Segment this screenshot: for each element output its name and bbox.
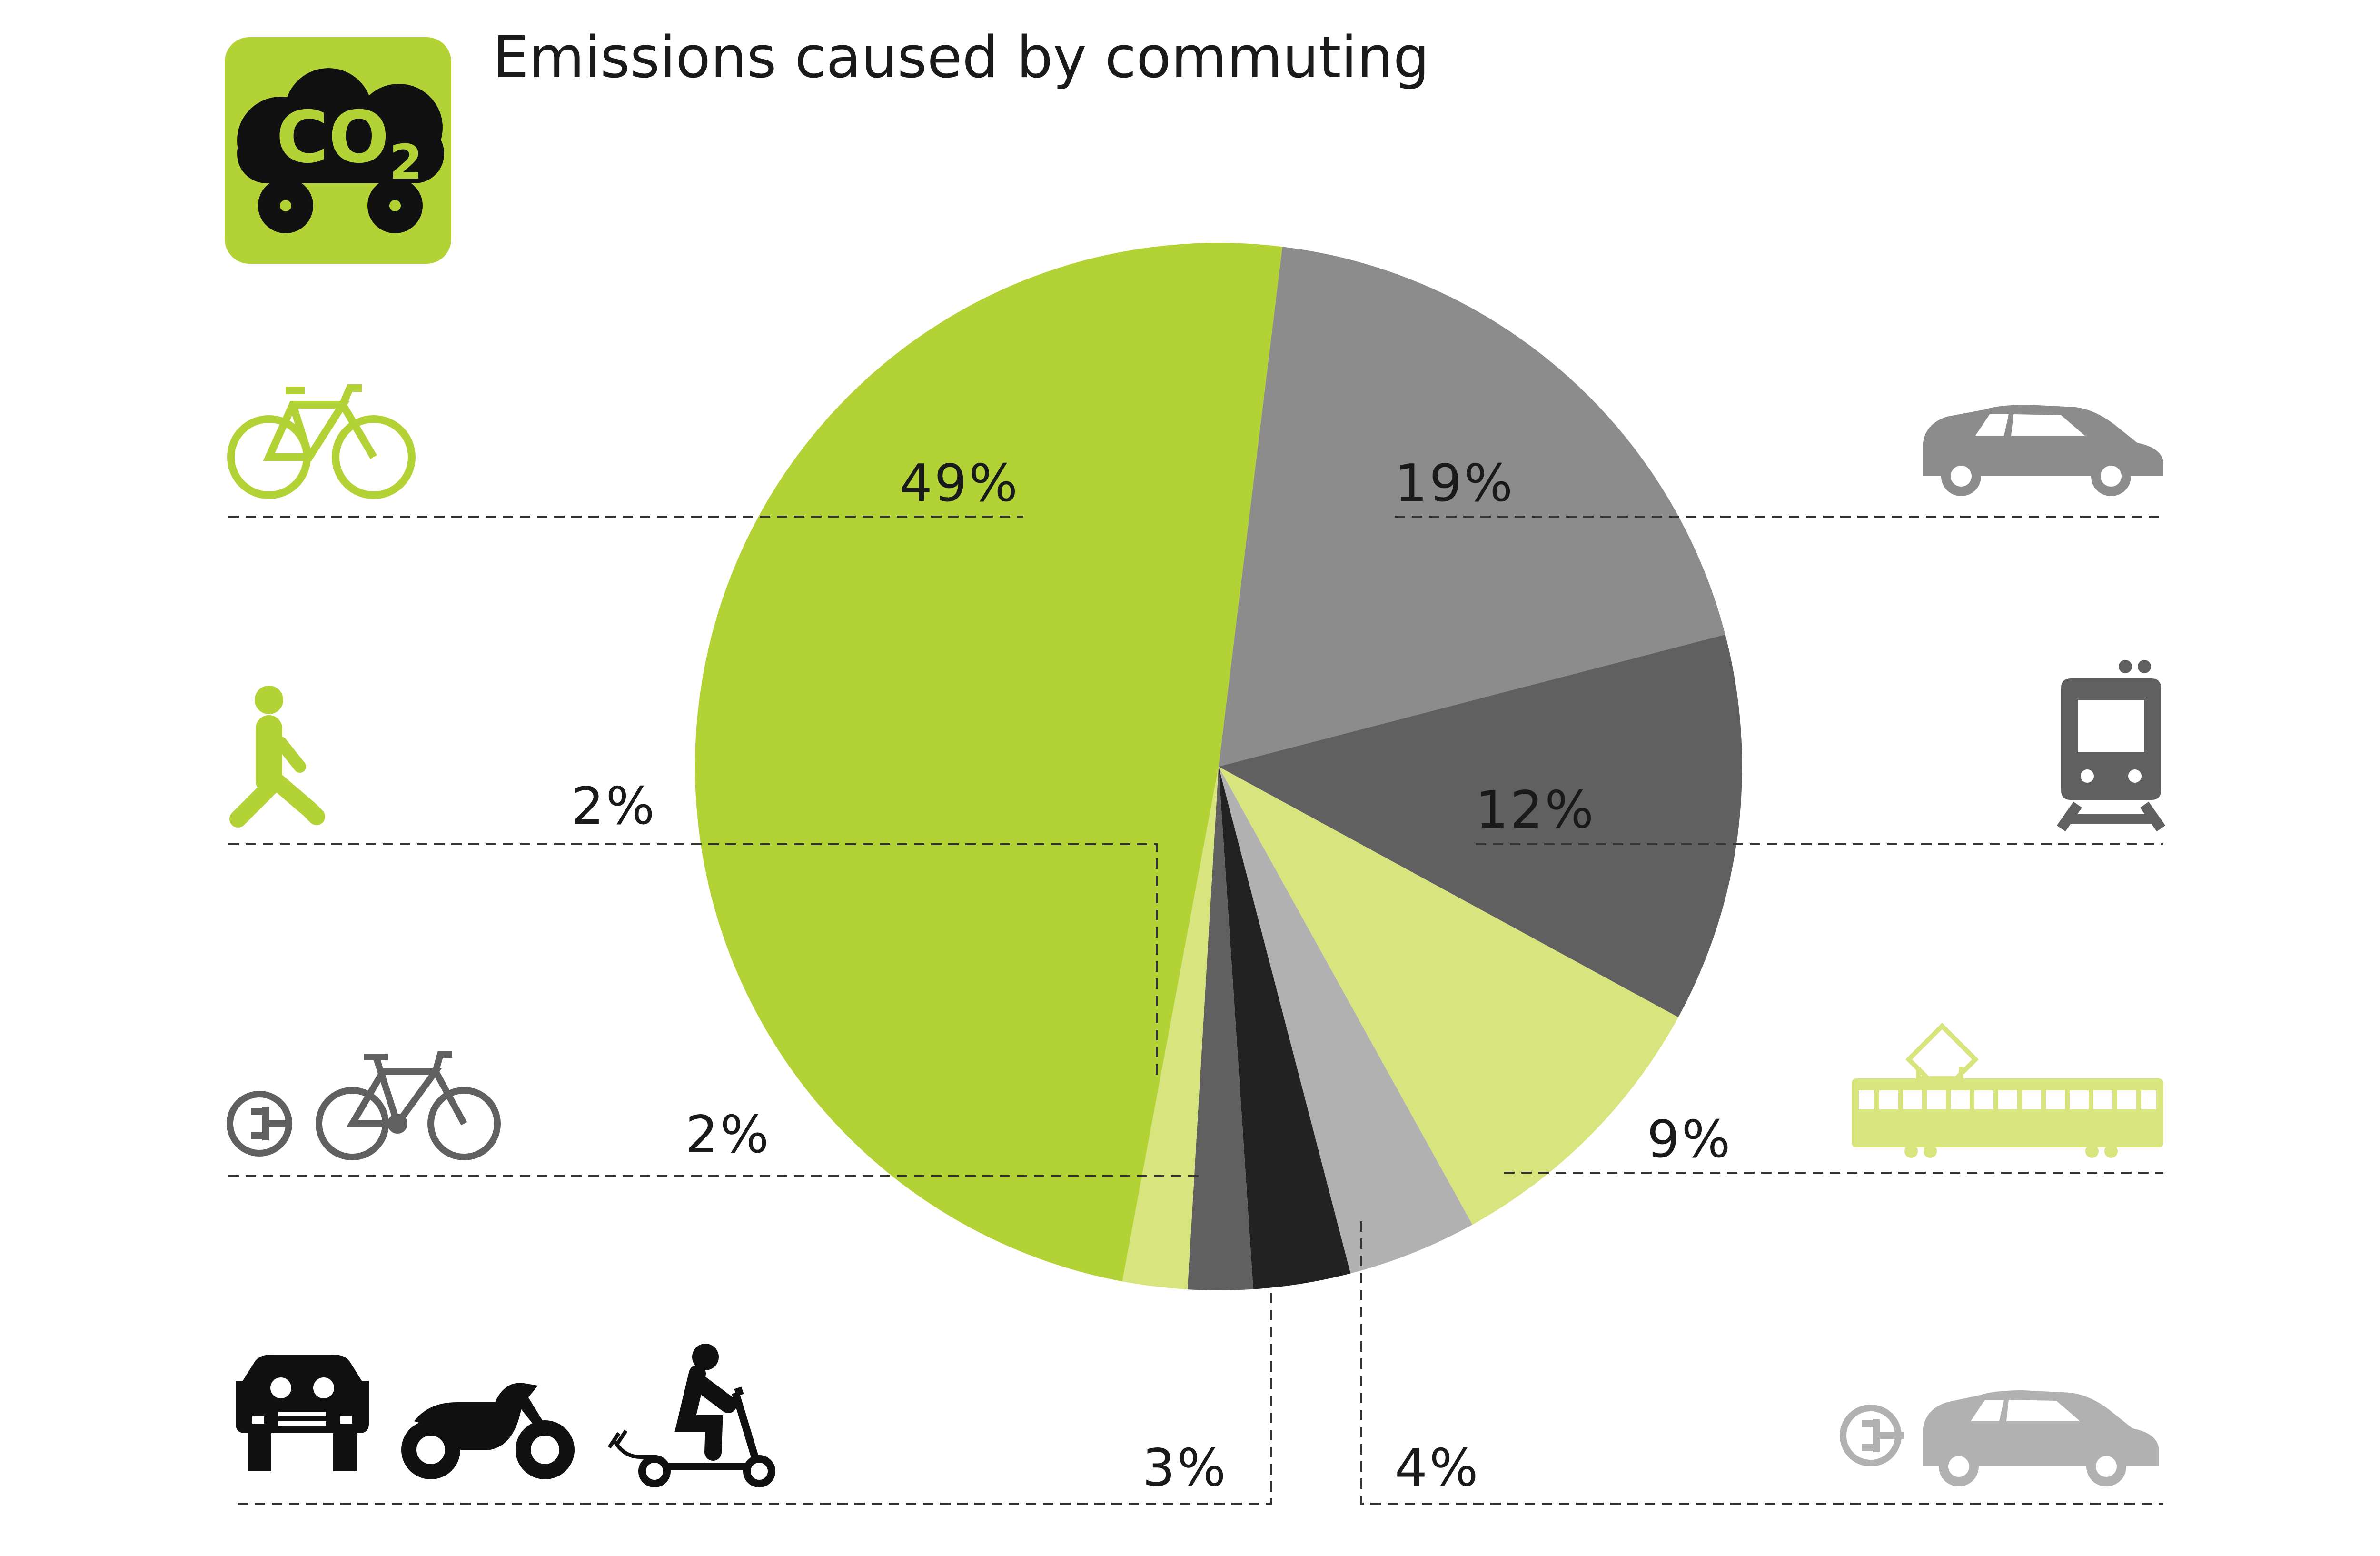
chart-title: Emissions caused by commuting	[493, 25, 1429, 91]
leader-line-motor-vehicles	[233, 1293, 1272, 1505]
leader-line-electric-car	[1360, 1221, 2163, 1505]
bicycle-icon	[227, 384, 416, 499]
slice-label-car: 19%	[1395, 454, 1515, 513]
pie-labels: 49% 19% 12% 9% 4% 3% 2% 2%	[571, 454, 1732, 1498]
pie-slice-e-bike	[1187, 767, 1253, 1290]
slice-label-motor-vehicles: 3%	[1142, 1438, 1228, 1498]
slice-label-tram: 9%	[1647, 1110, 1732, 1169]
pie-slice-bicycle	[694, 242, 1283, 1282]
slice-label-electric-car: 4%	[1395, 1438, 1480, 1498]
co2-subscript: 2	[389, 134, 423, 190]
pie-chart	[694, 242, 1742, 1290]
pie-slice-car	[1219, 247, 1726, 767]
train-icon	[2056, 660, 2166, 832]
tram-icon	[1852, 1022, 2163, 1158]
motorbike-icon	[401, 1383, 575, 1479]
leader-lines	[228, 516, 2163, 1505]
co2-text: CO	[276, 96, 389, 179]
walking-person-icon	[229, 686, 325, 828]
leader-line-walking	[228, 843, 1158, 1076]
co2-cloud-icon	[237, 68, 444, 233]
e-bike-icon	[227, 1051, 501, 1160]
slice-label-e-bike: 2%	[685, 1105, 771, 1165]
electric-car-icon	[1840, 1390, 2159, 1486]
co2-badge: CO 2	[225, 37, 451, 264]
slice-label-bicycle: 49%	[900, 454, 1020, 513]
slice-label-train: 12%	[1476, 780, 1596, 840]
e-scooter-icon	[607, 1344, 775, 1487]
slice-label-walking: 2%	[571, 777, 656, 836]
pie-slice-tram	[1219, 767, 1678, 1225]
car-icon	[1923, 405, 2163, 496]
car-front-icon	[236, 1355, 369, 1471]
pie-slice-train	[1219, 634, 1742, 1017]
pie-slice-walking	[1122, 767, 1219, 1290]
pie-slice-motor-vehicles	[1219, 767, 1351, 1289]
tram-windows	[1859, 1090, 2156, 1109]
pie-slice-electric-car	[1219, 767, 1473, 1274]
